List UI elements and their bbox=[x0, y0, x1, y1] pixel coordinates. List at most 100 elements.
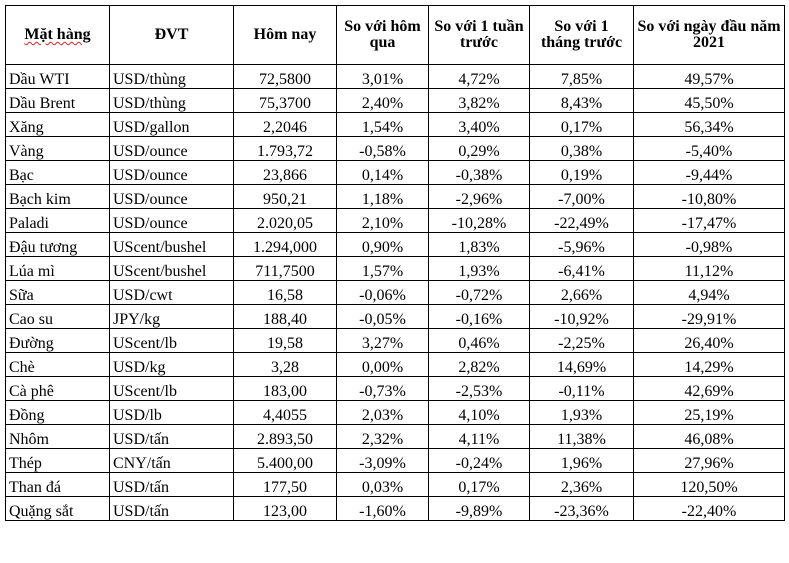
cell-today: 2,2046 bbox=[233, 112, 337, 137]
cell-vs-yesterday: -0,05% bbox=[336, 304, 429, 329]
cell-commodity: Vàng bbox=[5, 136, 110, 161]
cell-vs-year-start: 14,29% bbox=[633, 352, 785, 377]
cell-vs-week: -0,24% bbox=[428, 448, 530, 473]
cell-vs-month: -0,11% bbox=[529, 376, 634, 401]
cell-vs-yesterday: -3,09% bbox=[336, 448, 429, 473]
cell-vs-year-start: -22,40% bbox=[633, 496, 785, 521]
cell-vs-year-start: -0,98% bbox=[633, 232, 785, 257]
header-vs-yesterday: So với hôm qua bbox=[336, 5, 429, 65]
cell-vs-year-start: 42,69% bbox=[633, 376, 785, 401]
cell-unit: USD/gallon bbox=[109, 112, 234, 137]
cell-vs-year-start: -17,47% bbox=[633, 208, 785, 233]
cell-commodity: Paladi bbox=[5, 208, 110, 233]
cell-vs-week: -0,38% bbox=[428, 160, 530, 185]
cell-vs-yesterday: 2,03% bbox=[336, 400, 429, 425]
cell-vs-month: 7,85% bbox=[529, 64, 634, 89]
cell-unit: USD/cwt bbox=[109, 280, 234, 305]
cell-commodity: Xăng bbox=[5, 112, 110, 137]
table-header-row: Mặt hàng ĐVT Hôm nay So với hôm qua So v… bbox=[5, 5, 785, 65]
cell-vs-yesterday: 0,90% bbox=[336, 232, 429, 257]
cell-today: 183,00 bbox=[233, 376, 337, 401]
table-row: Đường UScent/lb 19,58 3,27% 0,46% -2,25% 26,40… bbox=[5, 328, 785, 353]
cell-vs-yesterday: -0,73% bbox=[336, 376, 429, 401]
header-today: Hôm nay bbox=[233, 5, 337, 65]
cell-unit: UScent/bushel bbox=[109, 232, 234, 257]
cell-commodity: Than đá bbox=[5, 472, 110, 497]
cell-vs-yesterday: -1,60% bbox=[336, 496, 429, 521]
cell-unit: UScent/lb bbox=[109, 376, 234, 401]
cell-vs-month: 0,17% bbox=[529, 112, 634, 137]
cell-vs-month: -23,36% bbox=[529, 496, 634, 521]
cell-vs-week: 0,29% bbox=[428, 136, 530, 161]
cell-commodity: Cao su bbox=[5, 304, 110, 329]
cell-unit: USD/thùng bbox=[109, 64, 234, 89]
cell-vs-month: -2,25% bbox=[529, 328, 634, 353]
commodity-price-table: Mặt hàng ĐVT Hôm nay So với hôm qua So v… bbox=[5, 5, 785, 521]
table-row: Bạch kim USD/ounce 950,21 1,18% -2,96% -7,00%… bbox=[5, 184, 785, 209]
cell-vs-yesterday: 3,01% bbox=[336, 64, 429, 89]
cell-vs-month: 0,38% bbox=[529, 136, 634, 161]
table-row: Xăng USD/gallon 2,2046 1,54% 3,40% 0,17% 56,34… bbox=[5, 112, 785, 137]
cell-vs-month: 1,93% bbox=[529, 400, 634, 425]
cell-commodity: Thép bbox=[5, 448, 110, 473]
cell-vs-week: -2,53% bbox=[428, 376, 530, 401]
cell-commodity: Lúa mì bbox=[5, 256, 110, 281]
header-vs-month: So với 1 tháng trước bbox=[529, 5, 634, 65]
cell-vs-year-start: 45,50% bbox=[633, 88, 785, 113]
cell-vs-week: 3,40% bbox=[428, 112, 530, 137]
cell-today: 188,40 bbox=[233, 304, 337, 329]
cell-vs-year-start: 120,50% bbox=[633, 472, 785, 497]
cell-today: 16,58 bbox=[233, 280, 337, 305]
cell-unit: USD/ounce bbox=[109, 136, 234, 161]
cell-commodity: Chè bbox=[5, 352, 110, 377]
cell-vs-week: 1,93% bbox=[428, 256, 530, 281]
table-row: Than đá USD/tấn 177,50 0,03% 0,17% 2,36% 120,5… bbox=[5, 472, 785, 497]
cell-unit: USD/ounce bbox=[109, 208, 234, 233]
cell-unit: UScent/lb bbox=[109, 328, 234, 353]
cell-today: 19,58 bbox=[233, 328, 337, 353]
cell-vs-year-start: 46,08% bbox=[633, 424, 785, 449]
cell-vs-year-start: -5,40% bbox=[633, 136, 785, 161]
cell-today: 177,50 bbox=[233, 472, 337, 497]
table-body: Dầu WTI USD/thùng 72,5800 3,01% 4,72% 7,85% 49… bbox=[5, 64, 785, 521]
cell-vs-yesterday: 0,03% bbox=[336, 472, 429, 497]
cell-vs-week: 1,83% bbox=[428, 232, 530, 257]
cell-vs-year-start: 26,40% bbox=[633, 328, 785, 353]
table-row: Cà phê UScent/lb 183,00 -0,73% -2,53% -0,11% 4… bbox=[5, 376, 785, 401]
cell-vs-yesterday: 1,57% bbox=[336, 256, 429, 281]
cell-vs-yesterday: 0,14% bbox=[336, 160, 429, 185]
cell-commodity: Dầu WTI bbox=[5, 64, 110, 89]
cell-vs-month: 0,19% bbox=[529, 160, 634, 185]
cell-vs-month: -7,00% bbox=[529, 184, 634, 209]
cell-today: 950,21 bbox=[233, 184, 337, 209]
cell-commodity: Dầu Brent bbox=[5, 88, 110, 113]
cell-today: 123,00 bbox=[233, 496, 337, 521]
table-row: Bạc USD/ounce 23,866 0,14% -0,38% 0,19% -9,44% bbox=[5, 160, 785, 185]
cell-today: 23,866 bbox=[233, 160, 337, 185]
header-unit: ĐVT bbox=[109, 5, 234, 65]
table-row: Đồng USD/lb 4,4055 2,03% 4,10% 1,93% 25,19% bbox=[5, 400, 785, 425]
cell-vs-week: 4,10% bbox=[428, 400, 530, 425]
cell-unit: UScent/bushel bbox=[109, 256, 234, 281]
table-row: Sữa USD/cwt 16,58 -0,06% -0,72% 2,66% 4,94% bbox=[5, 280, 785, 305]
cell-vs-year-start: -29,91% bbox=[633, 304, 785, 329]
cell-vs-month: 1,96% bbox=[529, 448, 634, 473]
cell-vs-week: 2,82% bbox=[428, 352, 530, 377]
cell-vs-yesterday: 2,10% bbox=[336, 208, 429, 233]
cell-vs-month: 8,43% bbox=[529, 88, 634, 113]
table-row: Cao su JPY/kg 188,40 -0,05% -0,16% -10,92% -29… bbox=[5, 304, 785, 329]
cell-vs-week: -0,16% bbox=[428, 304, 530, 329]
cell-vs-week: 0,46% bbox=[428, 328, 530, 353]
cell-commodity: Đậu tương bbox=[5, 232, 110, 257]
cell-today: 75,3700 bbox=[233, 88, 337, 113]
table-row: Dầu Brent USD/thùng 75,3700 2,40% 3,82% 8,43%… bbox=[5, 88, 785, 113]
cell-vs-year-start: -9,44% bbox=[633, 160, 785, 185]
cell-vs-month: -5,96% bbox=[529, 232, 634, 257]
cell-vs-month: -6,41% bbox=[529, 256, 634, 281]
cell-vs-week: 3,82% bbox=[428, 88, 530, 113]
table-row: Dầu WTI USD/thùng 72,5800 3,01% 4,72% 7,85% 49… bbox=[5, 64, 785, 89]
cell-today: 4,4055 bbox=[233, 400, 337, 425]
cell-vs-yesterday: 2,40% bbox=[336, 88, 429, 113]
cell-vs-yesterday: 3,27% bbox=[336, 328, 429, 353]
cell-vs-yesterday: 0,00% bbox=[336, 352, 429, 377]
